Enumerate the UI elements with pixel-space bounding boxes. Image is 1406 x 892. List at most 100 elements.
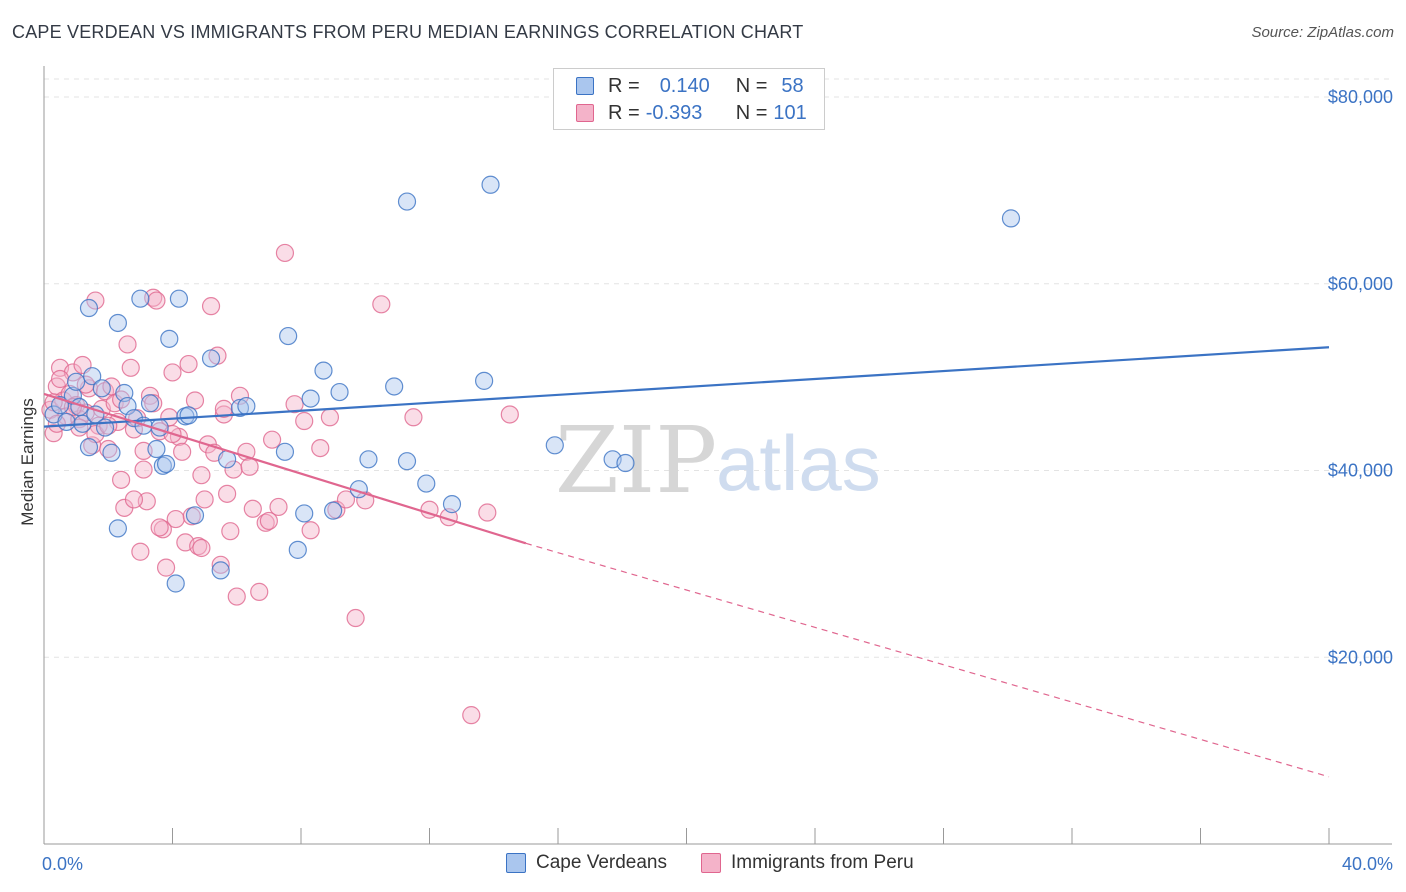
cape-verdean-point: [475, 371, 494, 390]
peru-point: [218, 484, 237, 503]
peru-point: [86, 291, 105, 310]
peru-point: [179, 354, 198, 374]
cape-verdean-point: [288, 540, 307, 559]
peru-point: [201, 297, 221, 316]
peru-point: [356, 491, 375, 510]
peru-point: [189, 537, 208, 556]
cape-verdean-point: [279, 326, 298, 346]
peru-point: [124, 490, 144, 509]
cape-verdean-point: [153, 456, 172, 475]
peru-point: [285, 395, 304, 414]
cape-verdean-point: [108, 519, 127, 538]
peru-point: [320, 408, 340, 427]
cape-verdean-point: [545, 436, 564, 455]
cape-verdean-point: [179, 406, 198, 425]
cape-verdean-point: [397, 192, 417, 211]
peru-point: [243, 499, 262, 518]
legend-r-value: 0.140: [659, 74, 710, 97]
peru-point: [346, 608, 365, 628]
y-tick-label: $20,000: [1328, 647, 1393, 667]
peru-point: [336, 490, 356, 509]
chart-title: CAPE VERDEAN VS IMMIGRANTS FROM PERU MED…: [12, 22, 804, 42]
x-tick-label: 0.0%: [42, 854, 83, 874]
cape-verdean-point: [237, 396, 256, 416]
peru-point: [144, 288, 163, 307]
cape-verdean-point: [160, 329, 179, 348]
grid-lines: [44, 78, 1392, 658]
cape-verdean-point: [301, 389, 320, 408]
legend-n-value: 58: [781, 74, 804, 97]
peru-point: [150, 518, 169, 537]
cape-verdean-point: [359, 450, 378, 469]
cape-verdean-point: [275, 442, 295, 461]
peru-point: [111, 470, 131, 489]
watermark-zip: ZIP: [555, 407, 717, 514]
cape-verdean-point: [324, 501, 343, 520]
peru-trend-extension: [525, 542, 1330, 778]
legend-swatch-blue: [576, 77, 594, 95]
peru-point: [195, 490, 214, 509]
cape-verdean-point: [211, 561, 230, 580]
cape-verdean-point: [616, 453, 635, 473]
legend-n-label: N =: [735, 74, 768, 97]
watermark-atlas: atlas: [716, 419, 881, 507]
legend-r-label: R =: [608, 74, 640, 97]
cape-verdean-point: [63, 386, 83, 405]
peru-point: [221, 522, 240, 541]
legend-r-label: R =: [608, 101, 640, 124]
peru-trend-line: [43, 392, 527, 545]
series-legend: Cape Verdeans Immigrants from Peru: [506, 852, 914, 874]
legend-swatch-blue: [506, 853, 526, 873]
cape-verdean-point: [481, 175, 500, 194]
legend-row-peru: R = -0.393 N = 101: [554, 100, 807, 126]
peru-point: [211, 555, 230, 574]
cape-verdean-point: [140, 394, 160, 413]
cape-verdean-point: [230, 398, 250, 418]
peru-point: [153, 520, 172, 539]
peru-point: [372, 295, 391, 314]
peru-point: [259, 511, 278, 531]
cape-verdean-point: [83, 367, 102, 386]
x-tick-labels: 0.0% 40.0%: [42, 854, 1393, 874]
cape-verdean-point: [330, 382, 349, 402]
peru-point: [311, 438, 330, 458]
peru-point: [295, 411, 314, 431]
legend-n-label: N =: [735, 101, 768, 124]
y-tick-label: $60,000: [1328, 274, 1393, 294]
cape-verdean-point: [185, 506, 205, 525]
peru-point: [256, 513, 275, 532]
cape-verdean-point: [108, 313, 127, 333]
peru-point: [478, 503, 497, 522]
cape-verdean-point: [79, 438, 99, 457]
peru-point: [118, 335, 137, 354]
peru-point: [214, 399, 233, 418]
peru-point: [250, 582, 269, 601]
peru-point: [275, 243, 295, 263]
peru-point: [147, 291, 166, 310]
legend-n-value: 101: [773, 101, 807, 124]
watermark: ZIP atlas: [555, 407, 881, 514]
cape-verdean-point: [385, 377, 404, 396]
x-tick-label: 40.0%: [1342, 854, 1393, 874]
cape-verdean-point: [314, 361, 333, 380]
cape-verdean-point: [156, 454, 176, 474]
cape-verdean-point: [417, 474, 436, 493]
cape-verdean-point: [442, 495, 462, 514]
legend-r-value: -0.393: [645, 101, 703, 124]
legend-swatch-pink: [701, 853, 721, 873]
peru-point: [462, 706, 481, 725]
peru-point: [192, 466, 211, 485]
peru-point: [240, 457, 259, 476]
cape-verdean-point: [79, 298, 99, 318]
peru-point: [50, 369, 70, 389]
cape-verdean-point: [92, 379, 111, 398]
peru-point: [166, 509, 185, 529]
axes: [43, 66, 1392, 845]
y-axis-label: Median Earnings: [18, 398, 37, 526]
cape-verdean-point: [147, 439, 166, 459]
series-cape-verdean-points: [44, 175, 1021, 593]
y-tick-label: $80,000: [1328, 87, 1393, 107]
peru-point: [134, 460, 153, 479]
legend-swatch-pink: [576, 104, 594, 122]
